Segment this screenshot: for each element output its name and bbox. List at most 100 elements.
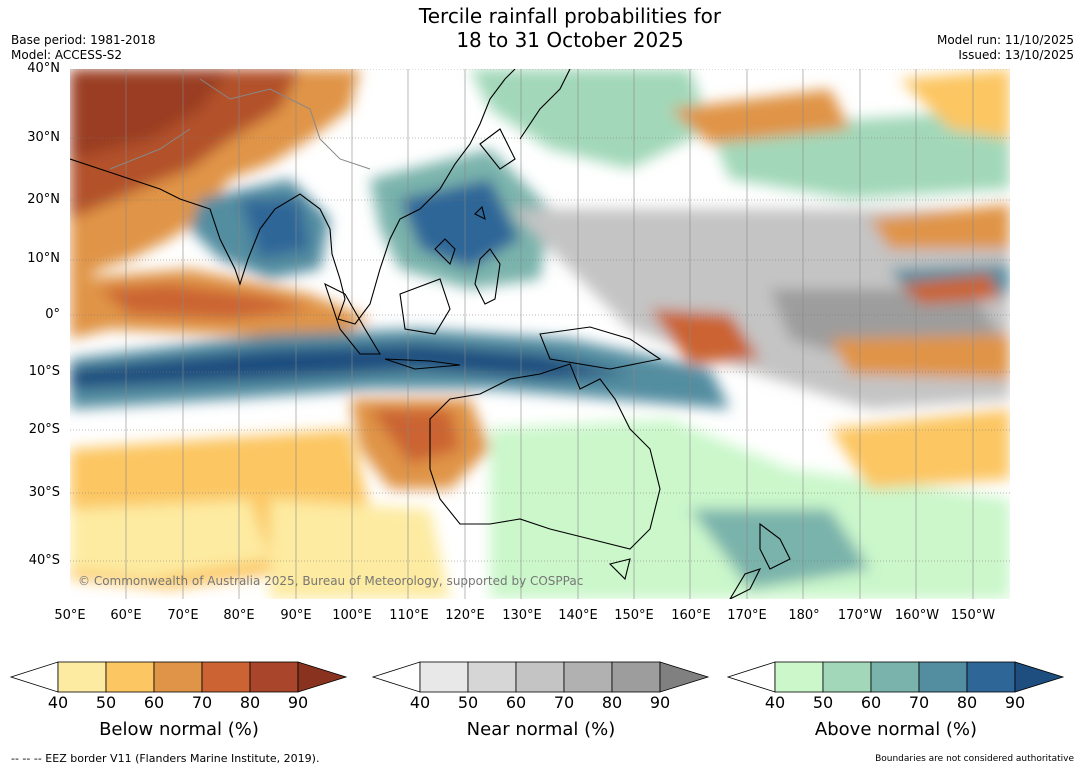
colorbar-tick: 80 bbox=[601, 693, 623, 712]
colorbar-tick: 90 bbox=[287, 693, 309, 712]
colorbar-segment bbox=[153, 661, 203, 693]
longitude-label: 130°E bbox=[502, 608, 542, 623]
japan bbox=[519, 69, 571, 140]
colorbar-segment bbox=[966, 661, 1016, 693]
colorbar-tick: 80 bbox=[956, 693, 978, 712]
longitude-label: 100°E bbox=[332, 608, 372, 623]
longitude-label: 110°E bbox=[389, 608, 429, 623]
coastlines bbox=[70, 69, 791, 599]
philippines bbox=[474, 248, 501, 305]
colorbar-max-arrow bbox=[659, 661, 710, 693]
longitude-label: 120°E bbox=[445, 608, 485, 623]
latitude-label: 20°N bbox=[27, 192, 60, 207]
longitude-label: 160°W bbox=[894, 608, 940, 623]
latitude-label: 10°N bbox=[27, 251, 60, 266]
latitude-label: 40°N bbox=[27, 61, 60, 76]
longitude-label: 140°E bbox=[558, 608, 598, 623]
colorbar-tick: 70 bbox=[553, 693, 575, 712]
korea bbox=[479, 128, 516, 170]
forecast-map bbox=[70, 69, 1010, 599]
hainan bbox=[434, 238, 456, 266]
colorbar-title: Above normal (%) bbox=[814, 719, 978, 740]
nz-north bbox=[759, 522, 791, 570]
graticule bbox=[70, 69, 1010, 562]
colorbar-tick: 40 bbox=[764, 693, 786, 712]
colorbar-tick: 50 bbox=[457, 693, 479, 712]
colorbar-title: Below normal (%) bbox=[99, 719, 259, 740]
colorbar-tick: 80 bbox=[239, 693, 261, 712]
colorbar-tick: 40 bbox=[47, 693, 69, 712]
colorbar-min-arrow bbox=[10, 661, 59, 693]
longitude-label: 50°E bbox=[54, 608, 86, 623]
colorbar-max-arrow bbox=[297, 661, 348, 693]
colorbar-segment bbox=[774, 661, 824, 693]
colorbar-segment bbox=[822, 661, 872, 693]
colorbar-segment bbox=[563, 661, 613, 693]
colorbar-max-arrow bbox=[1014, 661, 1065, 693]
colorbar-tick: 70 bbox=[908, 693, 930, 712]
copyright-notice: © Commonwealth of Australia 2025, Bureau… bbox=[78, 574, 584, 588]
longitude-label: 180° bbox=[788, 608, 820, 623]
meta-right: Model run: 11/10/2025 Issued: 13/10/2025 bbox=[937, 33, 1074, 63]
longitude-label: 150°E bbox=[614, 608, 654, 623]
colorbar-segment bbox=[515, 661, 565, 693]
model-run: Model run: 11/10/2025 bbox=[936, 33, 1074, 47]
latitude-label: 40°S bbox=[28, 553, 60, 568]
asia-coast bbox=[70, 69, 516, 325]
boundaries-note: Boundaries are not considered authoritat… bbox=[875, 754, 1074, 764]
colorbar-segment bbox=[611, 661, 661, 693]
borneo bbox=[399, 278, 451, 335]
colorbar-min-arrow bbox=[727, 661, 776, 693]
colorbar-tick: 60 bbox=[143, 693, 165, 712]
longitude-label: 170°W bbox=[837, 608, 883, 623]
colorbar-segment bbox=[870, 661, 920, 693]
sumatra bbox=[324, 282, 381, 355]
colorbar-title: Near normal (%) bbox=[466, 719, 616, 740]
longitude-label: 90°E bbox=[280, 608, 312, 623]
colorbar-tick: 90 bbox=[1004, 693, 1026, 712]
colorbar-tick: 70 bbox=[191, 693, 213, 712]
tasmania bbox=[608, 558, 631, 581]
colorbar bbox=[727, 661, 1065, 693]
colorbar bbox=[372, 661, 710, 693]
longitude-label: 160°E bbox=[671, 608, 711, 623]
title-line-1: Tercile rainfall probabilities for bbox=[418, 4, 722, 28]
colorbar-segment bbox=[419, 661, 469, 693]
colorbar-min-arrow bbox=[372, 661, 421, 693]
probability-field bbox=[70, 69, 1010, 599]
meridians bbox=[125, 69, 974, 599]
eez-note: -- -- -- EEZ border V11 (Flanders Marine… bbox=[11, 752, 320, 765]
latitude-label: 30°N bbox=[27, 130, 60, 145]
longitude-label: 60°E bbox=[110, 608, 142, 623]
colorbar-tick: 60 bbox=[505, 693, 527, 712]
longitude-label: 150°W bbox=[950, 608, 996, 623]
colorbar-segment bbox=[105, 661, 155, 693]
nz-south bbox=[729, 568, 762, 599]
issued-date: Issued: 13/10/2025 bbox=[958, 48, 1074, 62]
colorbar-segment bbox=[201, 661, 251, 693]
borders bbox=[109, 78, 371, 170]
colorbar-tick: 50 bbox=[812, 693, 834, 712]
model-name: Model: ACCESS-S2 bbox=[11, 48, 123, 62]
longitude-label: 80°E bbox=[223, 608, 255, 623]
java bbox=[384, 358, 461, 370]
title-line-2: 18 to 31 October 2025 bbox=[456, 28, 684, 52]
latitude-label: 0° bbox=[45, 307, 60, 322]
colorbar-segment bbox=[467, 661, 517, 693]
colorbar bbox=[10, 661, 348, 693]
map-title: Tercile rainfall probabilities for 18 to… bbox=[0, 4, 1085, 52]
latitude-label: 20°S bbox=[28, 422, 60, 437]
colorbar-tick: 40 bbox=[409, 693, 431, 712]
meta-left: Base period: 1981-2018 Model: ACCESS-S2 bbox=[11, 33, 156, 63]
colorbar-segment bbox=[57, 661, 107, 693]
colorbar-segment bbox=[918, 661, 968, 693]
longitude-label: 70°E bbox=[167, 608, 199, 623]
colorbar-tick: 50 bbox=[95, 693, 117, 712]
latitude-label: 30°S bbox=[28, 485, 60, 500]
base-period: Base period: 1981-2018 bbox=[11, 33, 156, 47]
taiwan bbox=[474, 205, 486, 221]
colorbar-segment bbox=[249, 661, 299, 693]
new-guinea bbox=[539, 326, 662, 370]
colorbar-tick: 90 bbox=[649, 693, 671, 712]
colorbar-tick: 60 bbox=[860, 693, 882, 712]
